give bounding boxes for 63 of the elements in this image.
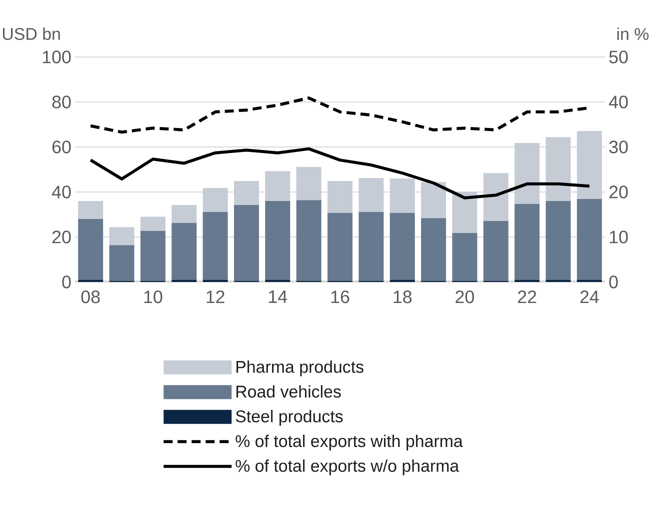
bar bbox=[546, 200, 571, 280]
bar bbox=[421, 182, 446, 218]
x-tick-label: 10 bbox=[144, 290, 162, 304]
y-tick-label: 40 bbox=[52, 186, 71, 198]
bar bbox=[78, 200, 104, 219]
x-tick-label: 22 bbox=[518, 290, 536, 304]
legend-label: Pharma products bbox=[236, 360, 364, 376]
bar bbox=[483, 173, 508, 222]
bar bbox=[452, 232, 478, 281]
bar bbox=[576, 198, 602, 280]
x-tick-label: 12 bbox=[206, 290, 224, 304]
bar bbox=[296, 200, 322, 281]
y2-tick-label: 30 bbox=[609, 140, 628, 154]
bar bbox=[452, 192, 478, 233]
y-tick-label: 20 bbox=[52, 230, 71, 244]
bar bbox=[421, 218, 446, 281]
x-tick-label: 24 bbox=[580, 290, 599, 304]
bar bbox=[265, 200, 290, 280]
bar bbox=[202, 188, 228, 212]
legend-label: Road vehicles bbox=[236, 385, 341, 398]
x-tick-label: 14 bbox=[269, 290, 288, 303]
x-tick-label: 08 bbox=[81, 290, 100, 304]
bar bbox=[483, 221, 508, 281]
y-tick-label: 100 bbox=[42, 50, 71, 64]
bar bbox=[390, 212, 415, 280]
bar bbox=[140, 230, 166, 281]
y2-axis-title: in % bbox=[617, 28, 649, 40]
bar bbox=[202, 212, 228, 280]
y2-tick-label: 0 bbox=[609, 276, 618, 288]
y2-tick-label: 40 bbox=[608, 96, 628, 108]
bar bbox=[296, 167, 322, 200]
bar bbox=[546, 137, 571, 201]
bar bbox=[172, 205, 197, 224]
bar bbox=[140, 216, 166, 231]
bar bbox=[172, 223, 197, 280]
y-tick-label: 80 bbox=[52, 96, 71, 108]
x-tick-label: 16 bbox=[331, 290, 350, 304]
bar bbox=[514, 204, 540, 280]
bar bbox=[328, 212, 353, 281]
y-tick-label: 60 bbox=[52, 140, 71, 154]
line-series bbox=[89, 147, 591, 200]
y-tick-label: 0 bbox=[62, 276, 71, 288]
bar bbox=[234, 180, 259, 206]
x-tick-label: 18 bbox=[394, 290, 412, 304]
bar bbox=[328, 180, 353, 213]
bar bbox=[265, 171, 290, 201]
bar bbox=[358, 178, 384, 212]
legend-label: % of total exports w/o pharma bbox=[236, 459, 460, 476]
legend-label: Steel products bbox=[236, 410, 343, 426]
bar bbox=[109, 227, 134, 246]
bar bbox=[390, 178, 415, 213]
y2-tick-label: 50 bbox=[609, 50, 628, 64]
bar bbox=[576, 131, 602, 199]
bar bbox=[78, 218, 104, 280]
legend-label: % of total exports with pharma bbox=[236, 434, 463, 450]
y2-tick-label: 10 bbox=[610, 230, 628, 244]
bar bbox=[514, 142, 540, 204]
x-tick-label: 20 bbox=[456, 290, 474, 304]
y2-tick-label: 20 bbox=[609, 186, 628, 198]
bar bbox=[358, 212, 384, 281]
bar bbox=[109, 245, 134, 281]
bar bbox=[234, 205, 259, 281]
y-axis-title: USD bn bbox=[2, 28, 60, 40]
